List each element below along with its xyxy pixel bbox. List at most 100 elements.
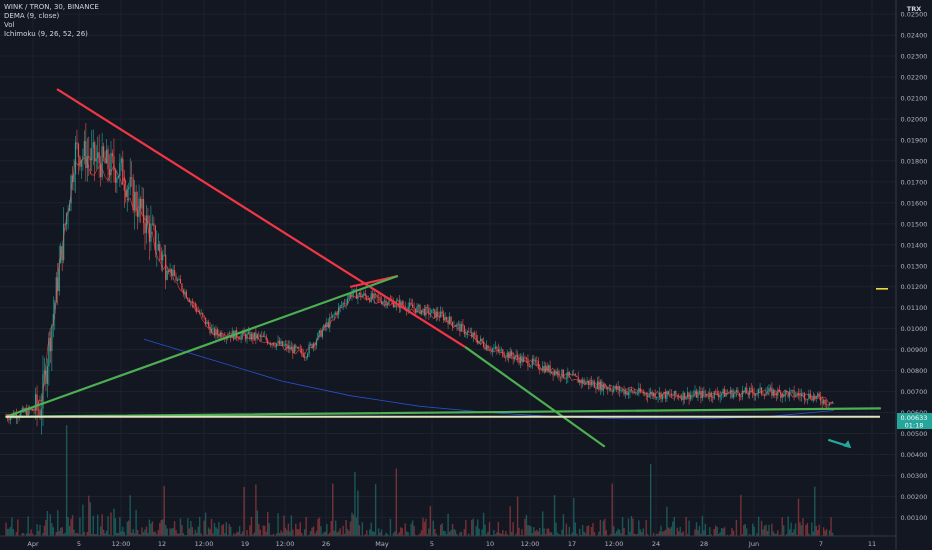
volume-bar <box>611 483 613 536</box>
candle-body <box>502 349 504 357</box>
candle-body <box>243 331 245 335</box>
candle-body <box>46 366 48 384</box>
volume-bar <box>386 533 389 536</box>
volume-bar <box>434 528 436 536</box>
volume-bar <box>562 514 565 536</box>
volume-bar <box>676 527 678 536</box>
candle-body <box>326 322 328 327</box>
volume-bar <box>129 495 131 536</box>
candle-body <box>695 390 698 398</box>
volume-bar <box>636 533 639 536</box>
candle-body <box>741 390 743 398</box>
candle-body <box>34 394 37 411</box>
volume-bar <box>777 530 779 536</box>
volume-bar <box>108 534 111 536</box>
volume-bar <box>630 516 633 536</box>
x-tick-label: Apr <box>27 540 39 548</box>
candle-body <box>64 224 66 225</box>
candle-body <box>116 177 118 183</box>
trend-drawings[interactable] <box>4 88 888 449</box>
indicator-ichimoku[interactable]: Ichimoku (9, 26, 52, 26) <box>4 30 88 38</box>
indicator-volume[interactable]: Vol <box>4 21 15 29</box>
volume-bar <box>286 530 288 536</box>
candle-body <box>172 269 174 276</box>
candle-body <box>156 250 158 251</box>
volume-bar <box>445 534 448 536</box>
volume-bar <box>713 529 715 536</box>
volume-bar <box>785 534 788 536</box>
candle-body <box>410 302 412 305</box>
candle-body <box>190 301 192 303</box>
volume-bar <box>312 526 315 536</box>
volume-bar <box>181 525 183 536</box>
indicator-dema[interactable]: DEMA (9, close) <box>4 12 60 20</box>
candle-body <box>596 381 599 389</box>
candle-body <box>9 416 12 421</box>
candle-body <box>8 418 10 421</box>
volume-bar <box>780 534 782 536</box>
candle-body <box>27 407 29 416</box>
volume-bar <box>528 525 531 536</box>
volume-bar <box>11 517 13 536</box>
candle-body <box>814 395 816 399</box>
candle-body <box>147 215 149 223</box>
candle-body <box>539 368 541 370</box>
symbol-title[interactable]: WINK / TRON, 30, BINANCE <box>4 3 99 11</box>
candle-body <box>642 392 644 394</box>
volume-bar <box>531 533 534 536</box>
x-tick-label: 12:00 <box>112 540 131 548</box>
volume-bar <box>599 519 602 536</box>
candle-body <box>178 279 180 280</box>
volume-bar <box>135 509 137 536</box>
candle-body <box>49 337 51 352</box>
candle-body <box>787 392 789 397</box>
candle-body <box>715 391 717 392</box>
candle-body <box>735 390 738 393</box>
candle-body <box>830 403 832 404</box>
candle-body <box>265 336 267 340</box>
volume-bar <box>484 524 486 536</box>
volume-bar <box>698 525 701 536</box>
volume-bar <box>542 511 544 536</box>
volume-bar <box>549 532 551 536</box>
candle-body <box>598 381 600 390</box>
candle-body <box>221 332 223 338</box>
volume-bar <box>574 522 576 536</box>
volume-bar <box>27 516 29 536</box>
candle-body <box>647 395 649 398</box>
volume-bar <box>726 534 729 536</box>
candle-body <box>811 398 813 401</box>
trend-line <box>4 275 399 418</box>
volume-bar <box>605 530 607 536</box>
candle-body <box>608 388 610 390</box>
candle-body <box>54 302 56 315</box>
candle-body <box>769 387 772 389</box>
volume-bar <box>723 527 726 536</box>
candle-body <box>552 371 554 376</box>
candle-body <box>772 389 774 396</box>
candle-body <box>239 338 241 340</box>
candle-body <box>783 394 785 397</box>
candle-body <box>799 394 801 397</box>
volume-bar <box>289 531 291 536</box>
volume-bar <box>188 528 191 536</box>
volume-bar <box>113 508 115 536</box>
candle-body <box>244 334 247 340</box>
volume-bar <box>666 506 668 536</box>
candle-body <box>188 299 190 303</box>
candle-body <box>482 341 485 347</box>
time-axis[interactable]: Apr 5 12:00 12 12:00 19 12:00 26 May 5 10 12:00 17 12… <box>27 540 876 548</box>
volume-bar <box>746 528 748 536</box>
volume-bar <box>49 514 52 536</box>
candle-body <box>311 343 313 349</box>
volume-bar <box>515 533 517 536</box>
volume-bar <box>706 534 708 536</box>
volume-bar <box>110 512 112 536</box>
candle-body <box>264 336 266 338</box>
volume-bar <box>150 523 152 536</box>
y-tick-label: 0.01700 <box>901 178 928 186</box>
candle-body <box>100 163 102 178</box>
candle-body <box>74 142 77 175</box>
candle-body <box>635 392 637 394</box>
